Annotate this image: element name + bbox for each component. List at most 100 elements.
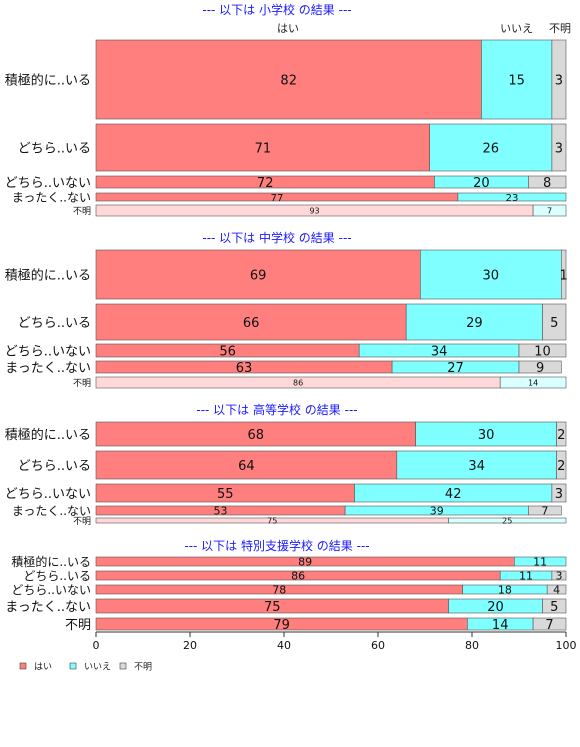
bar-segment xyxy=(457,192,567,202)
bar-data-label: 75 xyxy=(264,600,281,615)
bar-segment xyxy=(95,450,398,480)
bar-data-label: 63 xyxy=(236,361,253,376)
bar-data-label: 23 xyxy=(506,193,519,204)
bar-segment xyxy=(556,450,567,480)
bar-data-label: 2 xyxy=(557,459,565,474)
bar-data-label: 42 xyxy=(445,487,462,502)
bar-data-label: 3 xyxy=(555,73,563,88)
bar-data-label: 4 xyxy=(553,584,560,597)
row-label: どちら..いない xyxy=(5,487,91,502)
bar-data-label: 72 xyxy=(257,176,274,191)
bar-data-label: 3 xyxy=(555,570,562,583)
header-label: はい xyxy=(277,22,299,35)
bar-segment xyxy=(95,249,421,300)
bar-data-label: 14 xyxy=(492,618,509,633)
bar-data-label: 86 xyxy=(293,379,303,388)
bar-segment xyxy=(532,204,567,217)
bar-data-label: 11 xyxy=(519,570,533,583)
panel-title: --- 以下は 小学校 の結果 --- xyxy=(202,2,351,17)
bar-segment xyxy=(551,39,567,120)
row-label: どちら..いる xyxy=(23,569,91,583)
bar-segment xyxy=(551,123,567,172)
bar-data-label: 39 xyxy=(430,505,444,518)
bar-data-label: 30 xyxy=(478,428,495,443)
bar-data-label: 53 xyxy=(214,505,228,518)
bar-data-label: 77 xyxy=(271,193,284,204)
bar-data-label: 7 xyxy=(541,505,548,518)
bar-data-label: 34 xyxy=(431,344,448,359)
row-label: 積極的に..いる xyxy=(5,427,91,443)
bar-data-label: 11 xyxy=(533,556,547,569)
row-label: どちら..いる xyxy=(18,459,91,474)
bar-segment xyxy=(532,617,567,631)
bar-data-label: 7 xyxy=(547,207,552,216)
row-label: 積極的に..いる xyxy=(5,72,91,88)
bar-data-label: 1 xyxy=(560,268,568,283)
row-label: どちら..いない xyxy=(11,583,91,597)
x-tick-label: 80 xyxy=(465,639,479,652)
bar-data-label: 27 xyxy=(447,361,464,376)
bar-data-label: 3 xyxy=(555,487,563,502)
bar-data-label: 20 xyxy=(473,176,490,191)
bar-segment xyxy=(551,570,567,581)
bar-data-label: 29 xyxy=(466,316,483,331)
bar-data-label: 2 xyxy=(557,428,565,443)
bar-data-label: 5 xyxy=(550,316,558,331)
bar-data-label: 3 xyxy=(555,141,563,156)
bar-data-label: 69 xyxy=(250,268,267,283)
row-label: 積極的に..いる xyxy=(11,554,91,569)
row-label: どちら..いない xyxy=(5,344,91,359)
bar-data-label: 68 xyxy=(248,428,265,443)
bar-segment xyxy=(415,421,557,447)
bar-segment xyxy=(513,556,567,567)
row-label: 不明 xyxy=(73,206,91,217)
bar-data-label: 14 xyxy=(528,379,538,388)
bar-data-label: 82 xyxy=(280,73,297,88)
bar-segment xyxy=(429,123,553,172)
row-label: 不明 xyxy=(65,618,91,633)
bar-data-label: 71 xyxy=(255,141,272,156)
bar-segment xyxy=(448,517,567,524)
bar-data-label: 64 xyxy=(238,459,255,474)
header-label: 不明 xyxy=(549,22,571,35)
bar-data-label: 5 xyxy=(550,600,558,615)
bar-data-label: 79 xyxy=(273,618,290,633)
x-tick-label: 20 xyxy=(183,639,197,652)
bar-segment xyxy=(542,598,567,614)
panel-title: --- 以下は 中学校 の結果 --- xyxy=(202,230,351,245)
bar-segment xyxy=(518,343,567,358)
bar-data-label: 8 xyxy=(543,176,551,191)
bar-segment xyxy=(556,421,567,447)
bar-data-label: 15 xyxy=(508,73,525,88)
x-tick-label: 40 xyxy=(277,639,291,652)
bar-data-label: 18 xyxy=(498,584,512,597)
row-label: どちら..いる xyxy=(18,316,91,331)
bar-data-label: 34 xyxy=(468,459,485,474)
legend-label: 不明 xyxy=(134,662,152,673)
row-label: まったく..ない xyxy=(5,361,91,376)
legend-label: はい xyxy=(34,662,52,673)
header-label: いいえ xyxy=(500,22,533,35)
row-label: どちら..いない xyxy=(5,176,91,191)
bar-data-label: 25 xyxy=(502,517,512,526)
row-label: 不明 xyxy=(73,516,91,527)
bar-data-label: 93 xyxy=(309,207,319,216)
legend-swatch xyxy=(19,662,27,670)
panel-title: --- 以下は 特別支援学校 の結果 --- xyxy=(184,538,369,553)
row-label: まったく..ない xyxy=(12,191,91,205)
x-tick-label: 100 xyxy=(556,639,577,652)
bar-segment xyxy=(481,39,553,120)
bar-data-label: 78 xyxy=(272,584,286,597)
bar-data-label: 7 xyxy=(545,618,553,633)
bar-data-label: 10 xyxy=(534,344,551,359)
bar-segment xyxy=(546,584,567,595)
panel-title: --- 以下は 高等学校 の結果 --- xyxy=(196,402,357,417)
bar-data-label: 89 xyxy=(298,556,312,569)
bar-segment xyxy=(518,360,562,374)
bar-data-label: 75 xyxy=(267,517,277,526)
bar-segment xyxy=(95,303,407,341)
bar-data-label: 55 xyxy=(217,487,234,502)
bar-segment xyxy=(405,303,543,341)
bar-data-label: 56 xyxy=(219,344,236,359)
